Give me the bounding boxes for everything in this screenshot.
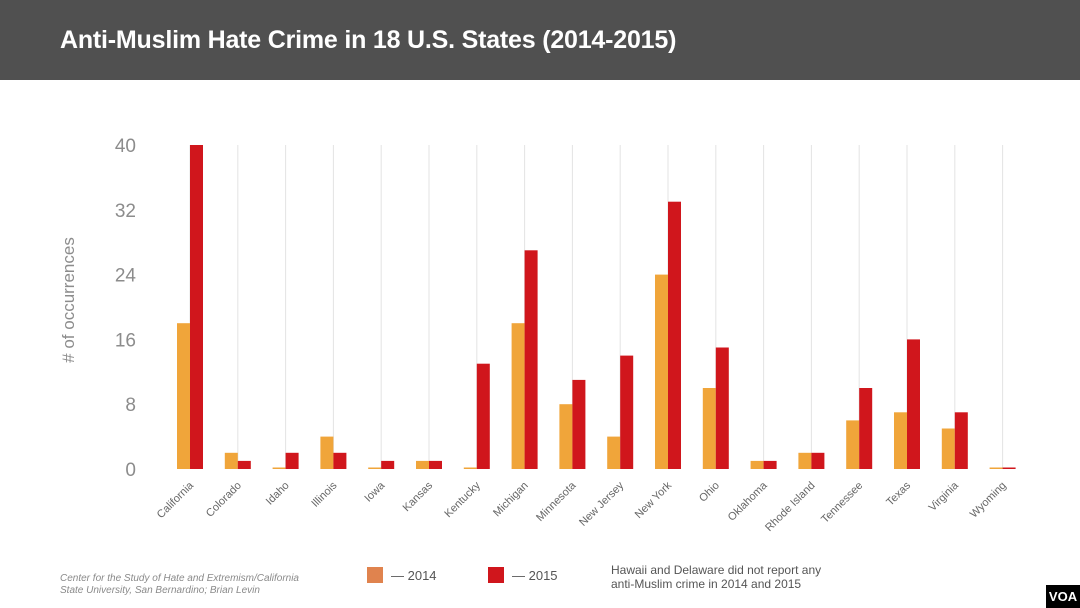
y-axis-label: # of occurrences [59,237,78,363]
bar-2015 [381,460,395,469]
source-credit: Center for the Study of Hate and Extremi… [60,573,299,596]
bar-2014 [655,274,668,469]
bar-2015 [285,452,299,469]
voa-logo: VOA [1046,585,1080,608]
y-tick-label: 0 [125,460,136,481]
bar-2015 [668,201,681,469]
x-tick-label: Ohio [697,480,722,505]
legend-swatch-2015 [488,567,504,583]
bar-2014 [416,460,429,469]
bar-2014 [511,323,525,469]
bar-2014 [272,467,286,469]
bar-2014 [798,452,812,469]
bar-2014 [941,428,955,469]
legend-label-2015: — 2015 [512,567,558,583]
bar-2014 [559,404,573,469]
bar-2015 [620,355,634,469]
bar-2014 [463,467,477,469]
y-tick-label: 24 [115,266,137,287]
x-tick-label: Rhode Island [763,480,817,534]
bar-2015 [715,347,729,469]
bar-2015 [190,145,203,469]
y-tick-label: 16 [115,330,136,351]
bar-2014 [846,420,860,469]
legend-swatch-2014 [367,567,383,583]
bar-2014 [750,460,764,469]
x-tick-label: California [155,479,197,521]
bar-2015 [954,412,968,469]
x-tick-label: New York [633,479,675,521]
y-tick-label: 40 [115,136,136,157]
bar-2015 [524,250,538,469]
x-tick-label: Kentucky [442,479,483,520]
x-tick-label: Wyoming [968,480,1009,521]
x-tick-label: Kansas [401,479,436,514]
bar-chart: 0 8 16 24 32 40 California Colorado Idaho Illino… [59,136,1016,534]
legend-item-2014: — 2014 [367,567,437,583]
legend-item-2015: — 2015 [488,567,558,583]
y-tick-label: 32 [115,201,136,222]
x-tick-label: Texas [884,479,913,508]
bar-2015 [429,460,442,469]
header-bar: Anti-Muslim Hate Crime in 18 U.S. States… [0,0,1080,80]
x-tick-label: Minnesota [534,479,579,524]
bar-2014 [989,467,1003,469]
bar-2014 [894,412,907,469]
bar-2014 [224,452,238,469]
x-tick-label: Iowa [362,479,388,505]
x-tick-label: Virginia [927,479,962,514]
bar-2015 [811,452,825,469]
x-tick-label: Idaho [264,480,292,508]
bar-2014 [702,388,716,469]
footnote: Hawaii and Delaware did not report any a… [611,563,822,591]
bar-2014 [177,323,190,469]
x-tick-label: Oklahoma [726,479,771,524]
x-tick-label: New Jersey [577,479,626,528]
bar-2014 [320,436,334,469]
bar-2015 [763,460,777,469]
bar-2014 [368,467,382,469]
x-tick-label: Tennessee [819,480,865,526]
bar-2015 [572,379,586,469]
x-tick-label: Michigan [491,480,531,520]
bar-2015 [476,363,490,469]
bar-2015 [1002,467,1016,469]
x-tick-label: Colorado [204,480,244,520]
chart-title: Anti-Muslim Hate Crime in 18 U.S. States… [60,26,677,54]
legend-label-2014: — 2014 [391,567,437,583]
bar-2014 [607,436,621,469]
bar-2015 [859,388,873,469]
bar-2015 [237,460,251,469]
x-tick-label: Illinois [309,479,339,509]
bar-2015 [333,452,347,469]
y-tick-label: 8 [125,395,136,416]
bar-2015 [907,339,920,469]
